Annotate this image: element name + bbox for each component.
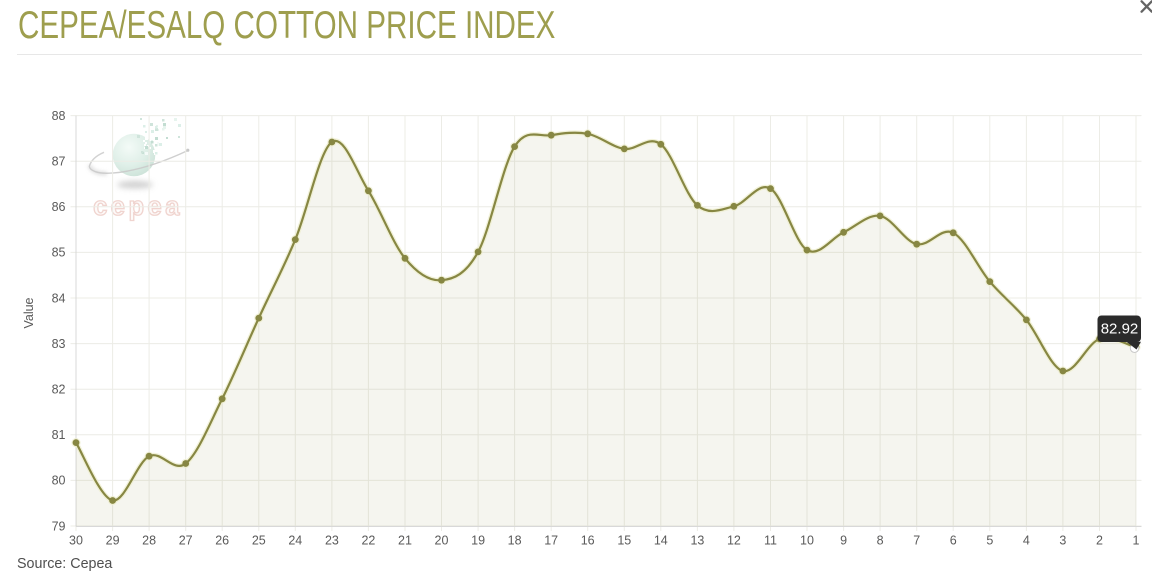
svg-text:84: 84 <box>52 291 66 305</box>
svg-text:13: 13 <box>690 534 704 548</box>
svg-text:1: 1 <box>1133 534 1140 548</box>
svg-text:7: 7 <box>913 534 920 548</box>
svg-text:88: 88 <box>52 109 66 123</box>
svg-text:80: 80 <box>52 474 66 488</box>
svg-text:24: 24 <box>288 534 302 548</box>
svg-text:29: 29 <box>106 534 120 548</box>
svg-text:26: 26 <box>215 534 229 548</box>
svg-text:17: 17 <box>544 534 558 548</box>
svg-text:27: 27 <box>179 534 193 548</box>
svg-text:2: 2 <box>1096 534 1103 548</box>
svg-text:11: 11 <box>764 534 777 548</box>
svg-text:23: 23 <box>325 534 339 548</box>
svg-text:3: 3 <box>1059 534 1066 548</box>
svg-text:10: 10 <box>800 534 814 548</box>
svg-text:9: 9 <box>840 534 847 548</box>
svg-text:8: 8 <box>877 534 884 548</box>
svg-text:19: 19 <box>471 534 485 548</box>
svg-text:18: 18 <box>508 534 522 548</box>
svg-text:82: 82 <box>52 383 66 397</box>
svg-text:83: 83 <box>52 337 66 351</box>
svg-text:12: 12 <box>727 534 741 548</box>
svg-text:14: 14 <box>654 534 668 548</box>
svg-text:81: 81 <box>52 428 66 442</box>
svg-text:86: 86 <box>52 200 66 214</box>
svg-text:30: 30 <box>69 534 83 548</box>
svg-text:22: 22 <box>361 534 375 548</box>
svg-text:5: 5 <box>986 534 993 548</box>
svg-text:87: 87 <box>52 155 66 169</box>
svg-text:Value: Value <box>22 297 36 328</box>
svg-text:25: 25 <box>252 534 266 548</box>
svg-text:79: 79 <box>52 519 66 533</box>
svg-text:15: 15 <box>617 534 631 548</box>
svg-text:28: 28 <box>142 534 156 548</box>
svg-text:4: 4 <box>1023 534 1030 548</box>
svg-text:16: 16 <box>581 534 595 548</box>
svg-text:20: 20 <box>435 534 449 548</box>
svg-text:82.92: 82.92 <box>1101 321 1139 338</box>
svg-text:6: 6 <box>950 534 957 548</box>
svg-text:21: 21 <box>398 534 412 548</box>
svg-text:85: 85 <box>52 246 66 260</box>
